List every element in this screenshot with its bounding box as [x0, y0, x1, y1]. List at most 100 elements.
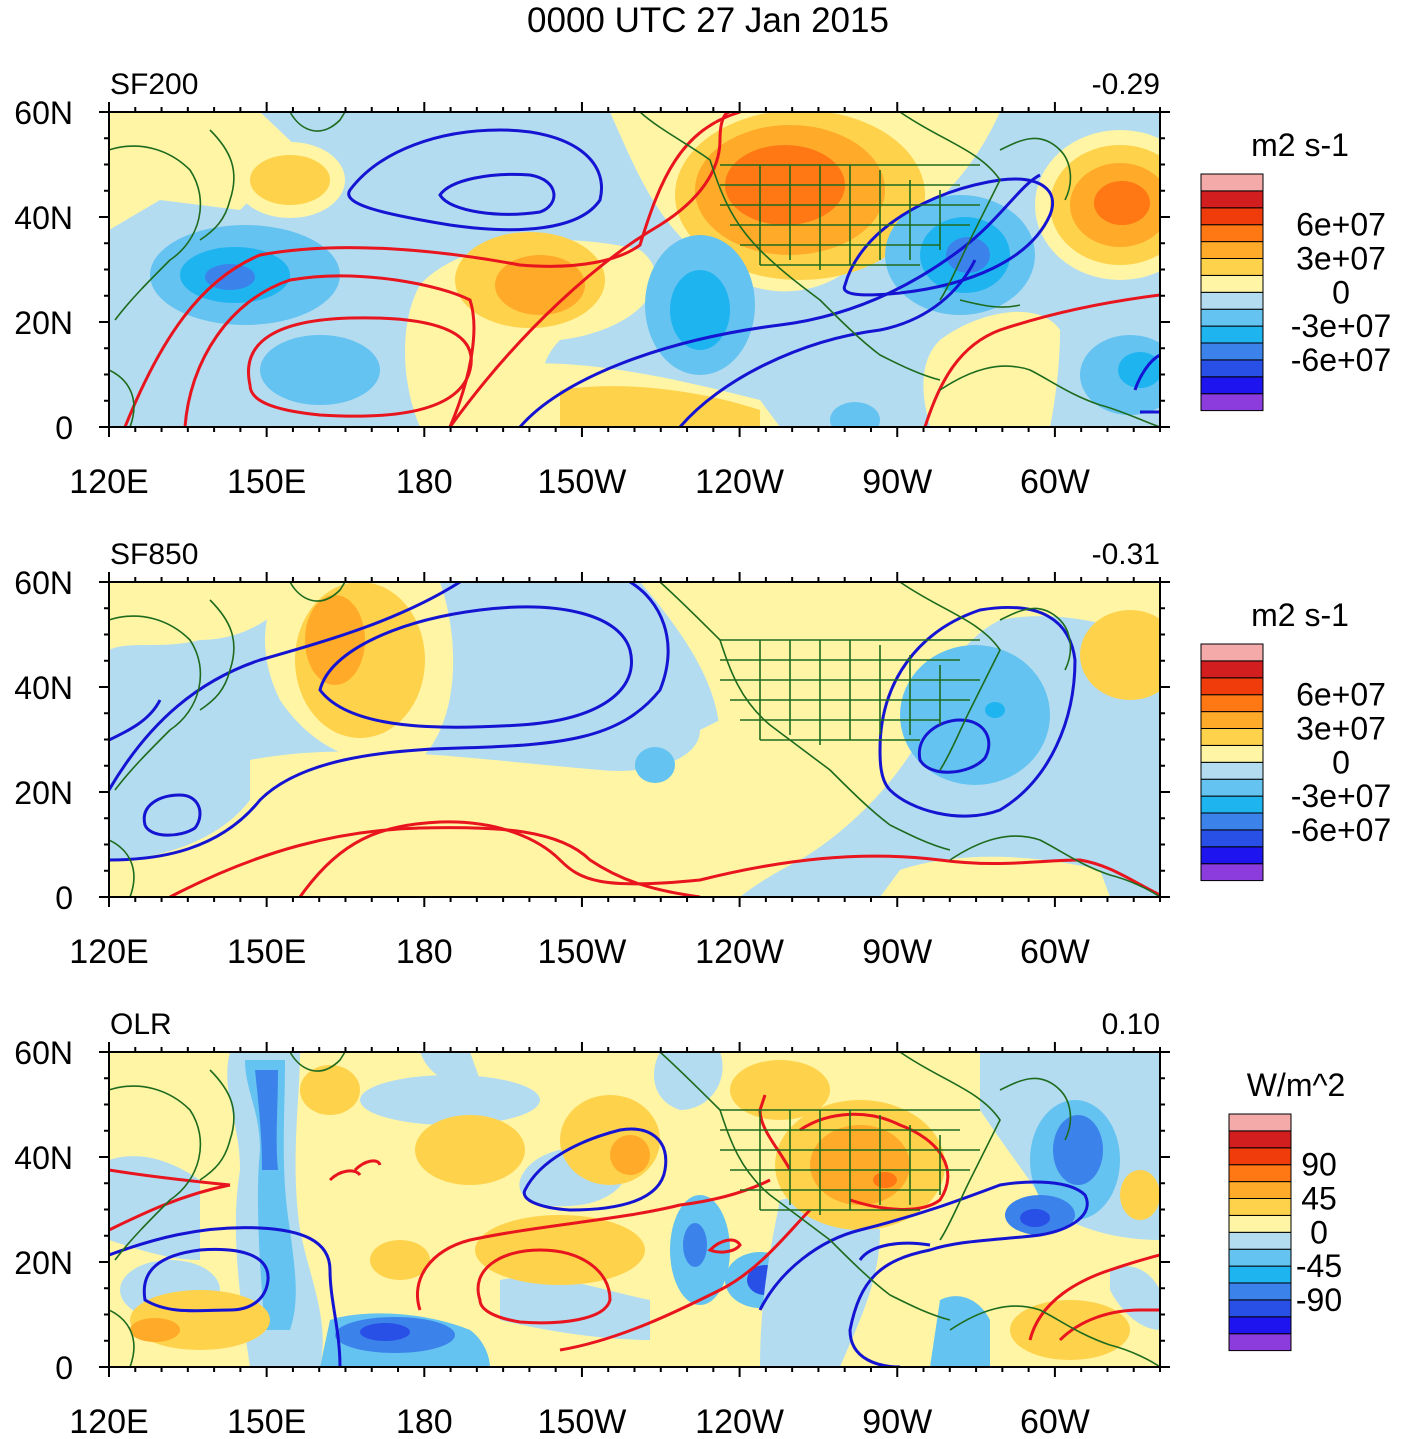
- y-tick-label: 60N: [14, 565, 73, 601]
- colorbar-swatch: [1228, 1147, 1292, 1166]
- colorbar-label: 3e+07: [1296, 241, 1386, 277]
- x-tick-label: 180: [396, 933, 453, 971]
- y-tick-label: 20N: [14, 775, 73, 811]
- colorbar-swatch: [1228, 1181, 1292, 1199]
- colorbar-swatch: [1228, 1299, 1292, 1318]
- axes-layer: 120E 150E 180 150W 120W 90W 60W 60N 40N 20N 0 120E 1…: [14, 95, 1170, 1439]
- panel-sf200: SF200 -0.29: [108, 68, 1161, 428]
- colorbar-swatch: [1228, 1265, 1292, 1284]
- colorbar-units: W/m^2: [1247, 1067, 1346, 1103]
- colorbar-swatch: [1200, 308, 1264, 327]
- x-tick-label: 150E: [227, 933, 306, 971]
- colorbar-swatch: [1200, 778, 1264, 797]
- x-tick-label: 120E: [69, 1403, 148, 1439]
- colorbar-units: m2 s-1: [1251, 597, 1349, 633]
- colorbar-swatch: [1228, 1214, 1292, 1233]
- x-tick-label: 90W: [862, 463, 932, 501]
- colorbar-swatch: [1200, 173, 1264, 192]
- x-tick-label: 150W: [538, 933, 627, 971]
- panel-sf850-correlation: -0.31: [1092, 538, 1160, 571]
- colorbar-label: -6e+07: [1291, 342, 1392, 378]
- colorbar-swatch: [1228, 1333, 1292, 1352]
- panel-olr-label: OLR: [110, 1008, 172, 1041]
- colorbar-swatch: [1200, 274, 1264, 293]
- x-tick-label: 120W: [695, 933, 784, 971]
- colorbar-swatch: [1200, 224, 1264, 243]
- sf850-coastlines: [109, 582, 1160, 897]
- colorbar-swatch: [1200, 393, 1264, 412]
- panel-2-axes: 120E 150E 180 150W 120W 90W 60W 60N 40N 20N 0: [14, 565, 1170, 971]
- sf200-anomaly-field: [109, 112, 1160, 427]
- colorbar-swatch: [1228, 1198, 1292, 1216]
- colorbar-swatch: [1200, 660, 1264, 679]
- colorbar-swatch: [1228, 1231, 1292, 1250]
- y-tick-label: 0: [55, 880, 73, 916]
- x-tick-label: 120W: [695, 463, 784, 501]
- y-tick-label: 40N: [14, 200, 73, 236]
- colorbar-label: -45: [1296, 1248, 1342, 1284]
- colorbar-label: 45: [1301, 1181, 1337, 1217]
- colorbar-label: -3e+07: [1291, 308, 1392, 344]
- panel-sf200-correlation: -0.29: [1092, 68, 1160, 101]
- x-tick-label: 120E: [69, 933, 148, 971]
- colorbar-label: 90: [1301, 1147, 1337, 1183]
- sf200-coastlines: [109, 112, 1160, 427]
- olr-anomaly-field: [109, 1052, 1160, 1367]
- colorbar-swatch: [1228, 1164, 1292, 1183]
- colorbar-swatch: [1228, 1130, 1292, 1149]
- colorbar-swatch: [1200, 376, 1264, 395]
- sf850-anomaly-field: [109, 582, 1160, 897]
- y-tick-label: 20N: [14, 305, 73, 341]
- y-tick-label: 40N: [14, 670, 73, 706]
- colorbar-swatch: [1228, 1316, 1292, 1335]
- x-tick-label: 150E: [227, 1403, 306, 1439]
- y-tick-label: 60N: [14, 95, 73, 131]
- panel-1-axes: 120E 150E 180 150W 120W 90W 60W 60N 40N 20N 0: [14, 95, 1170, 501]
- colorbar-swatch: [1200, 190, 1264, 209]
- colorbar-swatch: [1200, 761, 1264, 780]
- colorbar-label: -90: [1296, 1282, 1342, 1318]
- x-tick-label: 180: [396, 463, 453, 501]
- x-tick-label: 120E: [69, 463, 148, 501]
- colorbar-label: 6e+07: [1296, 207, 1386, 243]
- panel-sf850-label: SF850: [110, 538, 198, 571]
- colorbar-swatch: [1200, 241, 1264, 260]
- y-tick-label: 0: [55, 1350, 73, 1386]
- panel-sf850: SF850 -0.31: [108, 538, 1161, 898]
- x-tick-label: 150W: [538, 463, 627, 501]
- olr-coastlines: [109, 1052, 1160, 1367]
- colorbar-swatch: [1200, 258, 1264, 276]
- colorbar-label: -3e+07: [1291, 778, 1392, 814]
- x-tick-label: 150W: [538, 1403, 627, 1439]
- colorbar-label: 0: [1332, 744, 1350, 780]
- colorbar-swatch: [1228, 1282, 1292, 1301]
- colorbar-swatch: [1200, 846, 1264, 865]
- y-tick-label: 20N: [14, 1245, 73, 1281]
- colorbar-swatch: [1200, 795, 1264, 814]
- colorbar-swatch: [1200, 325, 1264, 344]
- x-tick-label: 90W: [862, 1403, 932, 1439]
- colorbar-swatch: [1200, 291, 1264, 310]
- colorbar-swatch: [1200, 694, 1264, 713]
- colorbar-label: 3e+07: [1296, 711, 1386, 747]
- panel-olr-correlation: 0.10: [1102, 1008, 1160, 1041]
- panel-3-axes: 120E 150E 180 150W 120W 90W 60W 60N 40N 20N 0: [14, 1035, 1170, 1439]
- figure-title: 0000 UTC 27 Jan 2015: [527, 1, 889, 40]
- colorbar-swatch: [1200, 359, 1264, 378]
- x-tick-label: 150E: [227, 463, 306, 501]
- colorbar-swatch: [1200, 207, 1264, 226]
- x-tick-label: 60W: [1020, 933, 1090, 971]
- colorbar-swatch: [1200, 863, 1264, 882]
- colorbar-label: 0: [1310, 1214, 1328, 1250]
- x-tick-label: 60W: [1020, 1403, 1090, 1439]
- colorbar-swatch: [1200, 744, 1264, 763]
- panel-sf200-label: SF200: [110, 68, 198, 101]
- x-tick-label: 120W: [695, 1403, 784, 1439]
- x-tick-label: 180: [396, 1403, 453, 1439]
- y-tick-label: 60N: [14, 1035, 73, 1071]
- colorbar-units: m2 s-1: [1251, 127, 1349, 163]
- colorbar-swatch: [1200, 643, 1264, 662]
